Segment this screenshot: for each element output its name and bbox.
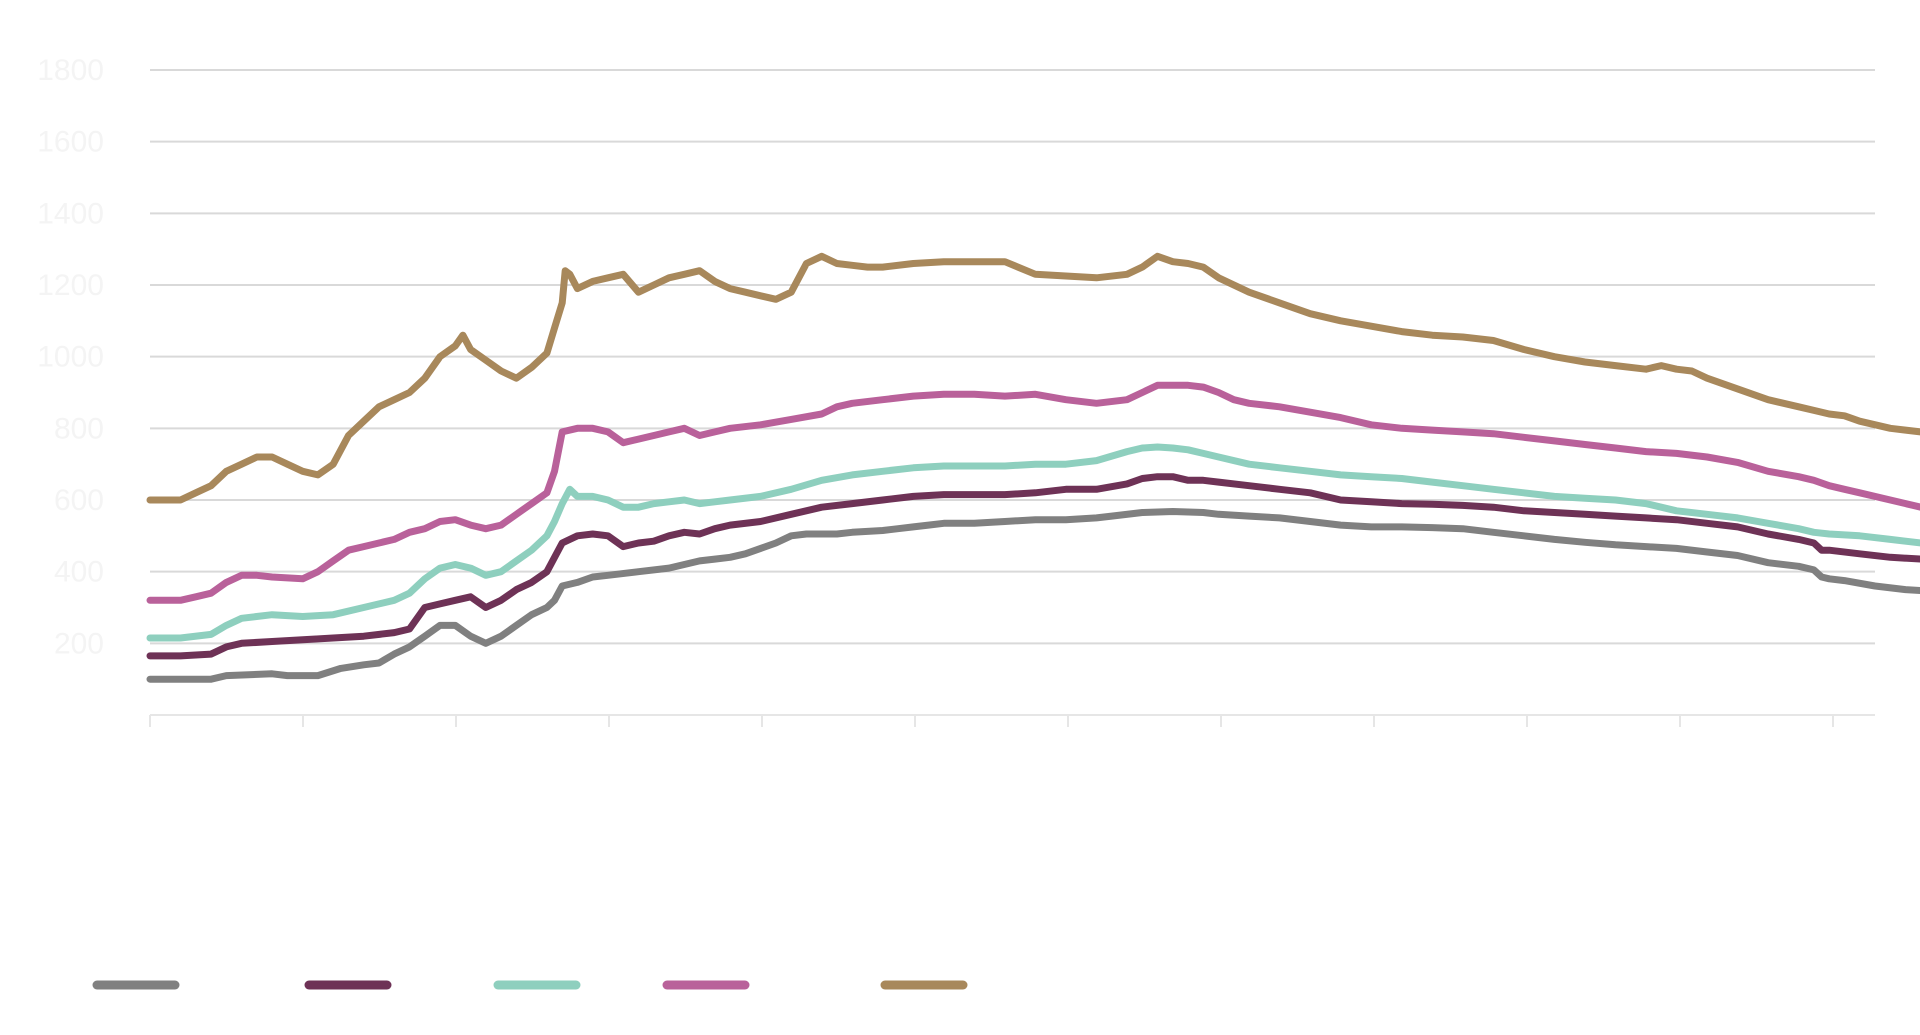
series-line-1 <box>146 508 1920 683</box>
y-tick-label: 1800 <box>37 54 104 87</box>
y-tick-label: 1400 <box>37 197 104 230</box>
y-tick-label: 200 <box>54 627 104 660</box>
y-tick-label: 1000 <box>37 341 104 374</box>
y-tick-label: 1200 <box>37 269 104 302</box>
series-line-4 <box>146 381 1920 604</box>
y-axis-ticks: 200 400 600 800 1000 1200 1400 1600 1800 <box>37 54 104 660</box>
y-tick-label: 1600 <box>37 126 104 159</box>
series-lines <box>146 252 1920 683</box>
y-tick-label: 600 <box>54 484 104 517</box>
series-line-5 <box>146 252 1920 504</box>
gridlines <box>150 69 1875 645</box>
y-tick-label: 400 <box>54 556 104 589</box>
series-line-3 <box>146 443 1920 642</box>
series-line-2 <box>146 473 1920 660</box>
x-axis <box>149 714 1875 727</box>
y-tick-label: 800 <box>54 412 104 445</box>
